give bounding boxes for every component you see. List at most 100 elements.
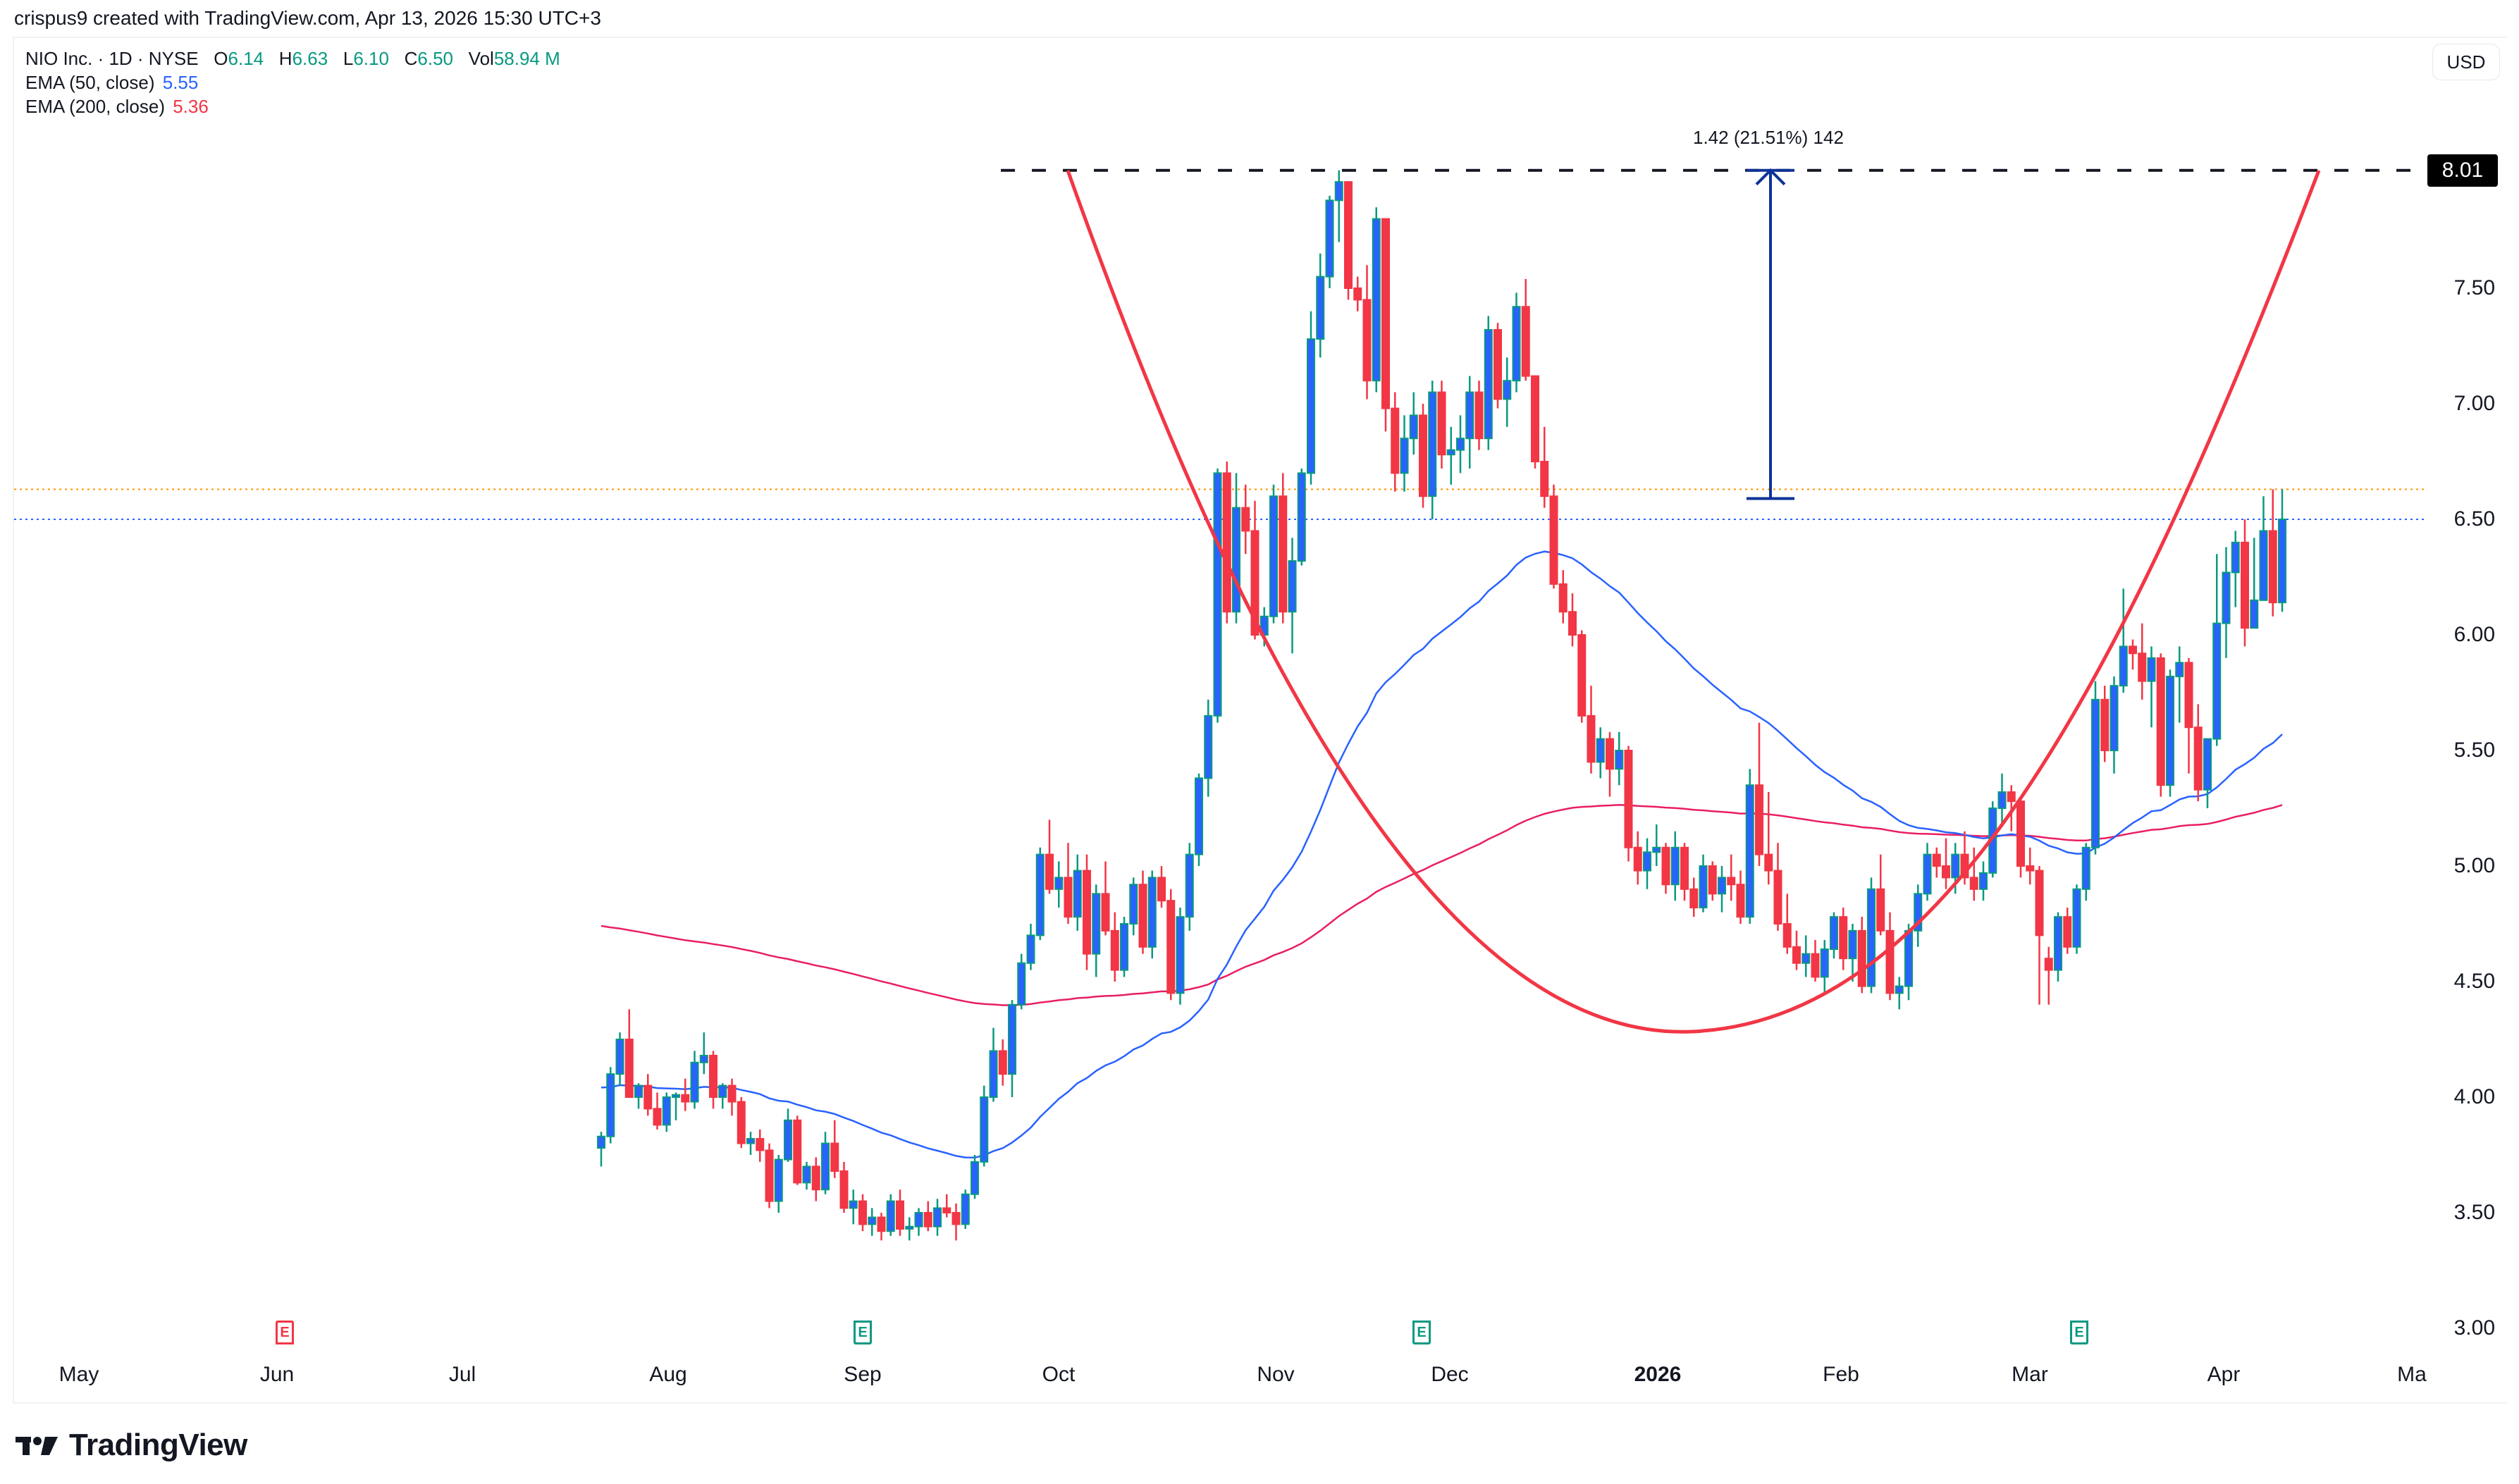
earnings-marker-icon[interactable]: E bbox=[1412, 1321, 1431, 1344]
candle-body bbox=[1792, 946, 1801, 964]
candle-body bbox=[1736, 884, 1745, 918]
candle-body bbox=[1885, 929, 1895, 994]
candle-body bbox=[681, 1094, 690, 1103]
candle-body bbox=[1157, 877, 1166, 902]
ema200-label: EMA (200, close) bbox=[25, 96, 165, 117]
candle-body bbox=[1083, 870, 1091, 955]
close-value: 6.50 bbox=[417, 48, 453, 69]
earnings-marker-icon[interactable]: E bbox=[2070, 1321, 2088, 1344]
candle-body bbox=[1503, 380, 1512, 400]
earnings-marker-icon[interactable]: E bbox=[276, 1321, 294, 1344]
time-axis-label: Apr bbox=[2207, 1363, 2241, 1386]
candle-body bbox=[2268, 530, 2277, 604]
candle-body bbox=[1073, 870, 1082, 918]
candle-body bbox=[1250, 530, 1260, 636]
candle-body bbox=[1344, 181, 1353, 289]
candle-body bbox=[2231, 541, 2240, 574]
time-axis-label: Jun bbox=[259, 1363, 295, 1386]
candle-body bbox=[1054, 877, 1064, 890]
candle-body bbox=[2212, 622, 2222, 740]
candle-body bbox=[2054, 916, 2062, 971]
price-axis-label: 3.50 bbox=[2453, 1201, 2495, 1224]
candle-body bbox=[1876, 888, 1885, 932]
candle-body bbox=[1017, 962, 1026, 1006]
earnings-marker-icon[interactable]: E bbox=[854, 1321, 872, 1344]
candle-body bbox=[756, 1138, 765, 1151]
candle-body bbox=[1456, 438, 1465, 451]
candle-body bbox=[1969, 877, 1978, 890]
chart-legend: NIO Inc. · 1D · NYSE O6.14 H6.63 L6.10 C… bbox=[25, 47, 560, 118]
candle-body bbox=[2091, 698, 2100, 848]
candle-body bbox=[1232, 507, 1240, 613]
low-value: 6.10 bbox=[353, 48, 389, 69]
candle-body bbox=[905, 1225, 914, 1230]
candle-body bbox=[1026, 934, 1035, 964]
candle-body bbox=[980, 1096, 989, 1163]
ema50-value: 5.55 bbox=[162, 72, 199, 93]
ema200-row[interactable]: EMA (200, close) 5.36 bbox=[25, 94, 560, 118]
candle-body bbox=[1745, 784, 1754, 918]
candle-body bbox=[2072, 888, 2081, 948]
candle-body bbox=[2241, 541, 2249, 629]
currency-button[interactable]: USD bbox=[2432, 44, 2500, 80]
candle-body bbox=[2007, 791, 2016, 803]
candle-body bbox=[1241, 507, 1250, 532]
time-axis-label: Ma bbox=[2397, 1363, 2427, 1386]
candle-body bbox=[877, 1216, 886, 1232]
candle-body bbox=[1782, 923, 1792, 948]
candle-body bbox=[1932, 853, 1941, 867]
candle-body bbox=[1558, 583, 1568, 613]
measure-arrow-head-icon bbox=[1755, 168, 1786, 186]
candle-body bbox=[2138, 653, 2147, 682]
candle-body bbox=[1615, 750, 1624, 770]
candle-body bbox=[1185, 853, 1194, 918]
candle-body bbox=[1633, 846, 1642, 872]
candle-body bbox=[858, 1200, 867, 1225]
candle-body bbox=[1764, 853, 1773, 872]
price-axis-label: 6.50 bbox=[2453, 507, 2495, 531]
open-label: O bbox=[214, 48, 228, 69]
price-axis-label: 4.00 bbox=[2453, 1085, 2495, 1108]
candle-body bbox=[1661, 846, 1670, 886]
candle-body bbox=[1699, 865, 1708, 909]
price-level-tag: 8.01 bbox=[2427, 154, 2498, 187]
cup-curve bbox=[1066, 170, 2321, 1034]
candle-body bbox=[1400, 438, 1409, 474]
candle-body bbox=[2035, 870, 2044, 936]
candle-body bbox=[793, 1119, 802, 1184]
candle-body bbox=[1951, 853, 1960, 879]
candle-body bbox=[1391, 407, 1400, 474]
candle-body bbox=[1008, 1003, 1016, 1075]
candle-body bbox=[989, 1050, 998, 1099]
candle-body bbox=[1624, 750, 1633, 848]
high-label: H bbox=[278, 48, 292, 69]
candle-body bbox=[1045, 853, 1054, 890]
candle-body bbox=[1428, 391, 1437, 497]
candle-body bbox=[849, 1200, 858, 1209]
tradingview-logo[interactable]: TradingView bbox=[16, 1428, 247, 1463]
time-axis-label: Mar bbox=[2012, 1363, 2048, 1386]
candle-body bbox=[821, 1142, 830, 1191]
candle-body bbox=[699, 1054, 708, 1063]
candle-body bbox=[1802, 953, 1811, 964]
candle-body bbox=[1895, 985, 1904, 994]
candle-body bbox=[1035, 853, 1045, 936]
candle-body bbox=[839, 1170, 849, 1209]
candle-body bbox=[1643, 851, 1651, 872]
candle-body bbox=[802, 1165, 811, 1184]
symbol-label[interactable]: NIO Inc. · 1D · NYSE bbox=[25, 48, 199, 69]
candle-body bbox=[1092, 893, 1101, 955]
candle-body bbox=[1269, 495, 1278, 617]
low-label: L bbox=[343, 48, 354, 69]
ema50-row[interactable]: EMA (50, close) 5.55 bbox=[25, 70, 560, 94]
candle-body bbox=[1727, 877, 1736, 886]
candle-body bbox=[1997, 791, 2007, 810]
close-label: C bbox=[404, 48, 418, 69]
time-axis-label: May bbox=[58, 1363, 99, 1386]
candle-body bbox=[1437, 391, 1446, 456]
candle-body bbox=[868, 1216, 877, 1225]
candle-body bbox=[1147, 877, 1157, 948]
candle-body bbox=[2081, 846, 2090, 890]
candle-body bbox=[811, 1165, 820, 1191]
